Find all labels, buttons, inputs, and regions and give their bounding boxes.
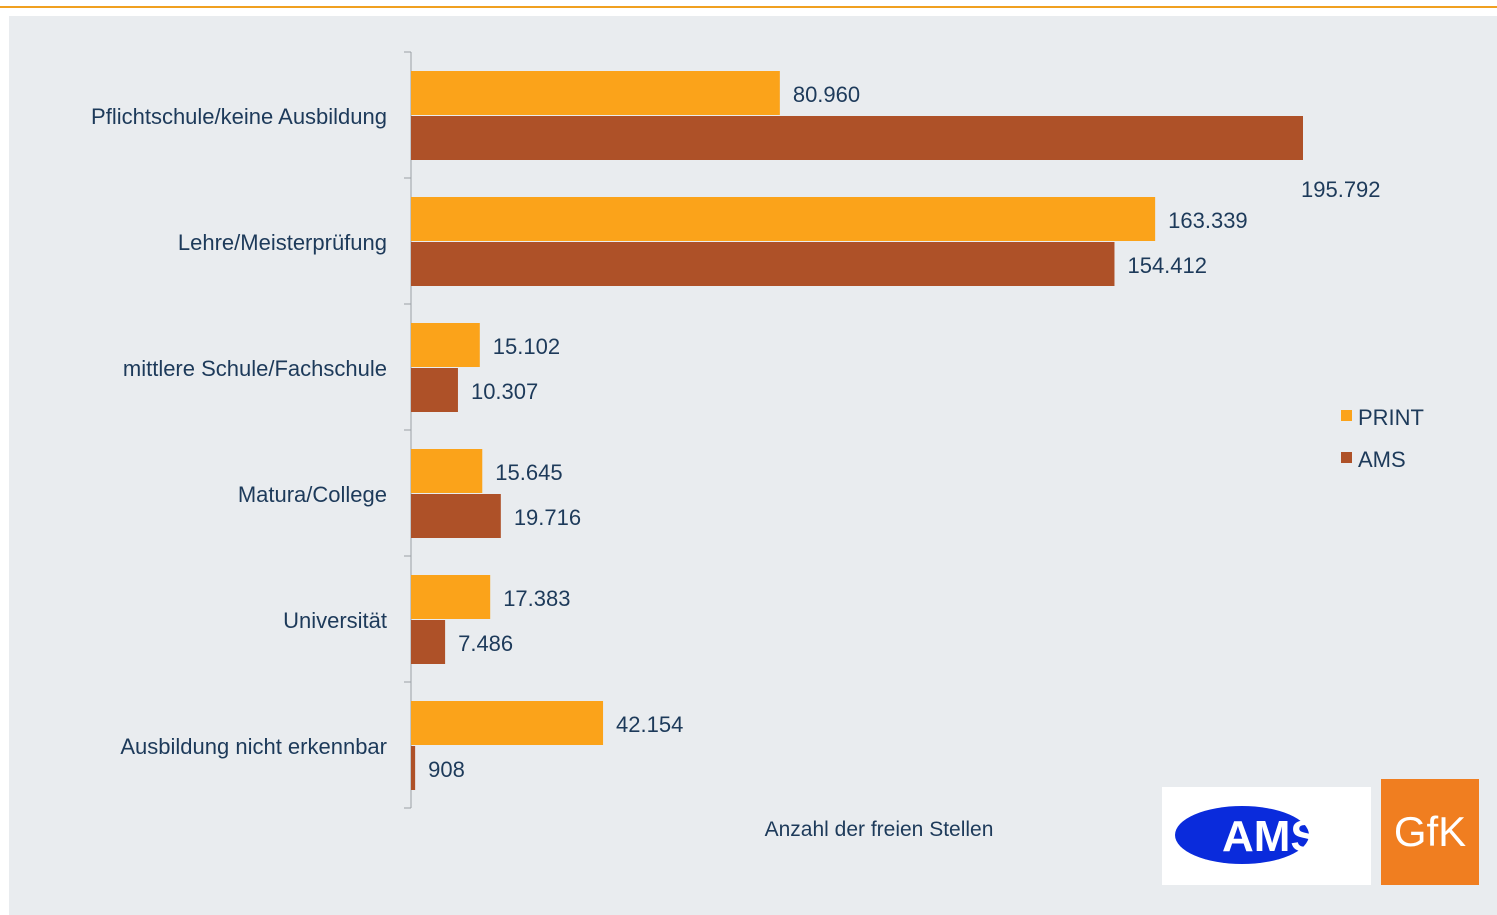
- data-label-ams: 908: [428, 757, 465, 782]
- ams-logo: AMS: [1162, 787, 1371, 885]
- category-label-ausbildung-nicht-erkennbar: Ausbildung nicht erkennbar: [120, 734, 387, 759]
- bar-ams-pflichtschule-keine-ausbildung: [411, 116, 1303, 160]
- bar-print-mittlere-schule-fachschule: [411, 323, 480, 367]
- ams-logo-text: AMS: [1222, 812, 1320, 861]
- category-label-universit-t: Universität: [283, 608, 387, 633]
- bar-ams-matura-college: [411, 494, 501, 538]
- legend-swatch-print: [1341, 410, 1352, 421]
- bars: [411, 71, 1303, 790]
- x-axis-title: Anzahl der freien Stellen: [765, 818, 994, 841]
- data-label-print: 15.645: [495, 460, 562, 485]
- bar-print-pflichtschule-keine-ausbildung: [411, 71, 780, 115]
- y-axis: [404, 51, 412, 809]
- data-label-ams: 195.792: [1301, 177, 1381, 202]
- top-rule: [0, 6, 1497, 8]
- legend: PRINT AMS: [1341, 405, 1424, 472]
- data-label-ams: 154.412: [1127, 253, 1207, 278]
- data-label-print: 42.154: [616, 712, 683, 737]
- legend-swatch-ams: [1341, 452, 1352, 463]
- gfk-logo: GfK: [1381, 779, 1479, 885]
- bar-print-universit-t: [411, 575, 491, 619]
- data-label-ams: 19.716: [514, 505, 581, 530]
- bar-print-ausbildung-nicht-erkennbar: [411, 701, 604, 745]
- data-label-print: 163.339: [1168, 208, 1248, 233]
- data-label-print: 80.960: [793, 82, 860, 107]
- bar-ams-lehre-meisterpr-fung: [411, 242, 1115, 286]
- legend-label-ams: AMS: [1358, 447, 1406, 472]
- category-label-pflichtschule-keine-ausbildung: Pflichtschule/keine Ausbildung: [91, 104, 387, 129]
- category-label-lehre-meisterpr-fung: Lehre/Meisterprüfung: [178, 230, 387, 255]
- data-label-print: 17.383: [503, 586, 570, 611]
- chart-panel: [9, 16, 1497, 915]
- gfk-logo-text: GfK: [1394, 808, 1466, 855]
- category-label-mittlere-schule-fachschule: mittlere Schule/Fachschule: [123, 356, 387, 381]
- bar-ams-ausbildung-nicht-erkennbar: [411, 746, 416, 790]
- legend-label-print: PRINT: [1358, 405, 1424, 430]
- category-label-matura-college: Matura/College: [238, 482, 387, 507]
- labels: Pflichtschule/keine Ausbildung 80.960 195.…: [91, 82, 1381, 782]
- bar-ams-universit-t: [411, 620, 446, 664]
- data-label-ams: 10.307: [471, 379, 538, 404]
- bar-print-lehre-meisterpr-fung: [411, 197, 1156, 241]
- data-label-print: 15.102: [493, 334, 560, 359]
- bar-print-matura-college: [411, 449, 483, 493]
- bar-ams-mittlere-schule-fachschule: [411, 368, 458, 412]
- data-label-ams: 7.486: [458, 631, 513, 656]
